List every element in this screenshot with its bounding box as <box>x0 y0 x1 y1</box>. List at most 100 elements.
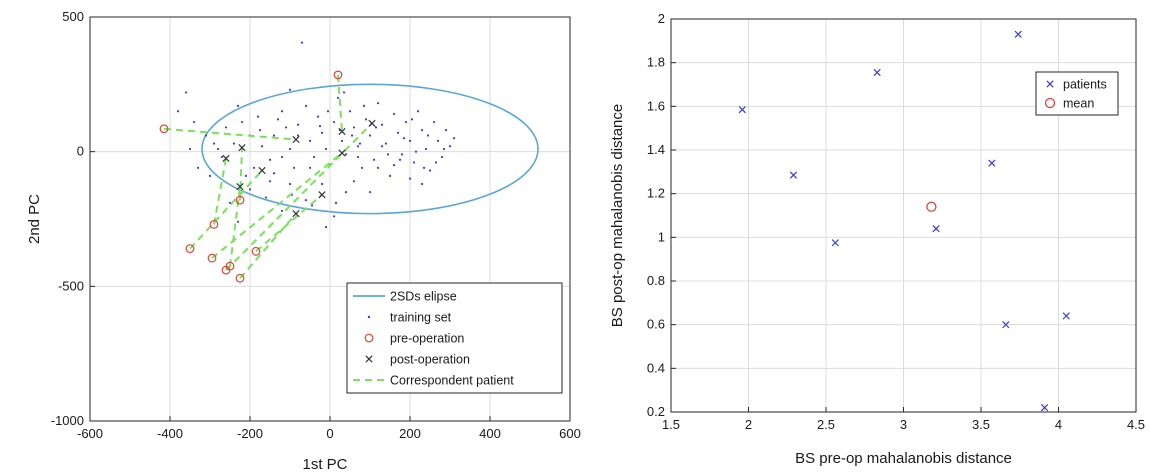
correspondent-line <box>255 194 323 253</box>
x-tick-label: -600 <box>77 426 103 441</box>
axes-box <box>89 16 571 422</box>
patient-point-stroke-b <box>789 171 798 179</box>
training-point <box>444 129 448 132</box>
training-point <box>376 166 380 169</box>
post-operation-point <box>236 183 244 191</box>
y-tick-label: -500 <box>58 278 84 293</box>
legend-mean-symbol <box>1044 97 1056 109</box>
y-axis-label: BS post-op mahalanobis distance <box>609 104 626 327</box>
post-operation-point <box>368 119 376 128</box>
training-point <box>404 120 408 124</box>
training-point <box>332 120 336 124</box>
training-point <box>212 142 216 145</box>
correspondent-line <box>337 74 343 132</box>
post-operation-point-stroke-b <box>292 209 300 218</box>
training-point <box>280 209 284 213</box>
patient-point-stroke-b <box>1040 404 1049 412</box>
legend-label: mean <box>1063 97 1094 111</box>
post-operation-point-stroke-b <box>292 135 300 144</box>
pca-scatter-chart: -600 -400 -200 0 200 400 600 -1000 -500 0 500 1st P… <box>26 9 581 473</box>
patient-point-stroke-b <box>932 224 940 233</box>
training-point <box>268 158 272 161</box>
training-point <box>352 180 356 183</box>
patient-point <box>789 171 798 179</box>
axes-box <box>670 18 1137 413</box>
patient-point-stroke-b <box>988 159 996 167</box>
patient-point-stroke-b <box>873 68 881 77</box>
correspondent-line <box>229 186 241 267</box>
patient-point <box>932 224 940 233</box>
training-point <box>440 155 444 159</box>
training-point <box>208 174 212 178</box>
training-point <box>196 166 200 169</box>
x-tick-label: 1.5 <box>662 417 680 432</box>
pre-operation-point <box>235 195 245 205</box>
training-point <box>380 145 384 148</box>
y-axis-label: 2nd PC <box>26 194 43 244</box>
correspondent-line <box>239 147 243 201</box>
legend-label: Correspondent patient <box>390 374 514 388</box>
training-point <box>350 134 354 137</box>
pre-operation-point <box>185 244 195 254</box>
legend: 2SDs elipse training set pre-operation post… <box>346 282 563 394</box>
training-point <box>386 153 390 156</box>
training-point <box>188 147 192 151</box>
training-point <box>348 110 352 113</box>
legend-label: pre-operation <box>390 332 464 346</box>
post-operation-point <box>222 154 230 163</box>
training-point <box>320 131 324 134</box>
y-tick-label: -1000 <box>51 413 84 428</box>
training-point <box>240 120 244 124</box>
training-point <box>300 41 304 44</box>
training-point <box>412 161 416 164</box>
post-operation-point-stroke-b <box>338 127 346 136</box>
training-point <box>434 161 438 164</box>
training-point <box>408 139 412 142</box>
training-point <box>340 139 344 142</box>
x-tick-label: 200 <box>399 426 421 441</box>
y-tick-label: 0 <box>77 144 84 159</box>
training-point <box>288 147 292 151</box>
post-operation-point-stroke-b <box>318 191 326 199</box>
training-point <box>426 134 430 137</box>
training-point <box>364 118 368 121</box>
legend-label: training set <box>390 311 452 325</box>
correspondent-line <box>239 212 297 279</box>
patient-point <box>1002 321 1010 329</box>
training-point <box>304 199 308 202</box>
patient-point-stroke-b <box>1002 321 1010 329</box>
training-point <box>176 110 180 113</box>
training-point <box>288 182 292 186</box>
patient-point <box>988 159 996 167</box>
patient-point <box>738 105 746 114</box>
data-marks <box>738 30 1070 412</box>
training-point <box>324 147 328 151</box>
training-point <box>272 172 276 175</box>
training-point <box>342 91 346 94</box>
pre-operation-point <box>251 246 261 256</box>
training-point <box>332 215 336 218</box>
legend-label: post-operation <box>390 353 470 367</box>
training-point <box>336 96 340 99</box>
training-point <box>380 123 384 126</box>
training-point <box>388 174 392 178</box>
training-point <box>344 153 348 156</box>
training-point <box>312 155 316 159</box>
legend-post-symbol <box>365 355 373 363</box>
correspondent-line <box>225 122 373 271</box>
training-point <box>358 142 362 145</box>
legend-post-symbol-stroke-b <box>365 355 373 363</box>
post-operation-point <box>338 149 346 157</box>
pca-scatter-svg: -600 -400 -200 0 200 400 600 -1000 -500 0 500 1st P… <box>26 9 581 473</box>
x-tick-label: 4.5 <box>1127 417 1145 432</box>
patient-point <box>1062 312 1070 320</box>
pre-operation-point <box>207 253 217 263</box>
post-operation-point-stroke-b <box>338 149 346 157</box>
y-tick-label: 1.8 <box>647 55 665 70</box>
training-point <box>308 166 312 169</box>
training-point <box>396 131 400 134</box>
training-point <box>352 126 356 129</box>
training-point <box>428 169 432 172</box>
y-tick-label: 0.6 <box>647 317 665 332</box>
patient-point <box>873 68 881 77</box>
